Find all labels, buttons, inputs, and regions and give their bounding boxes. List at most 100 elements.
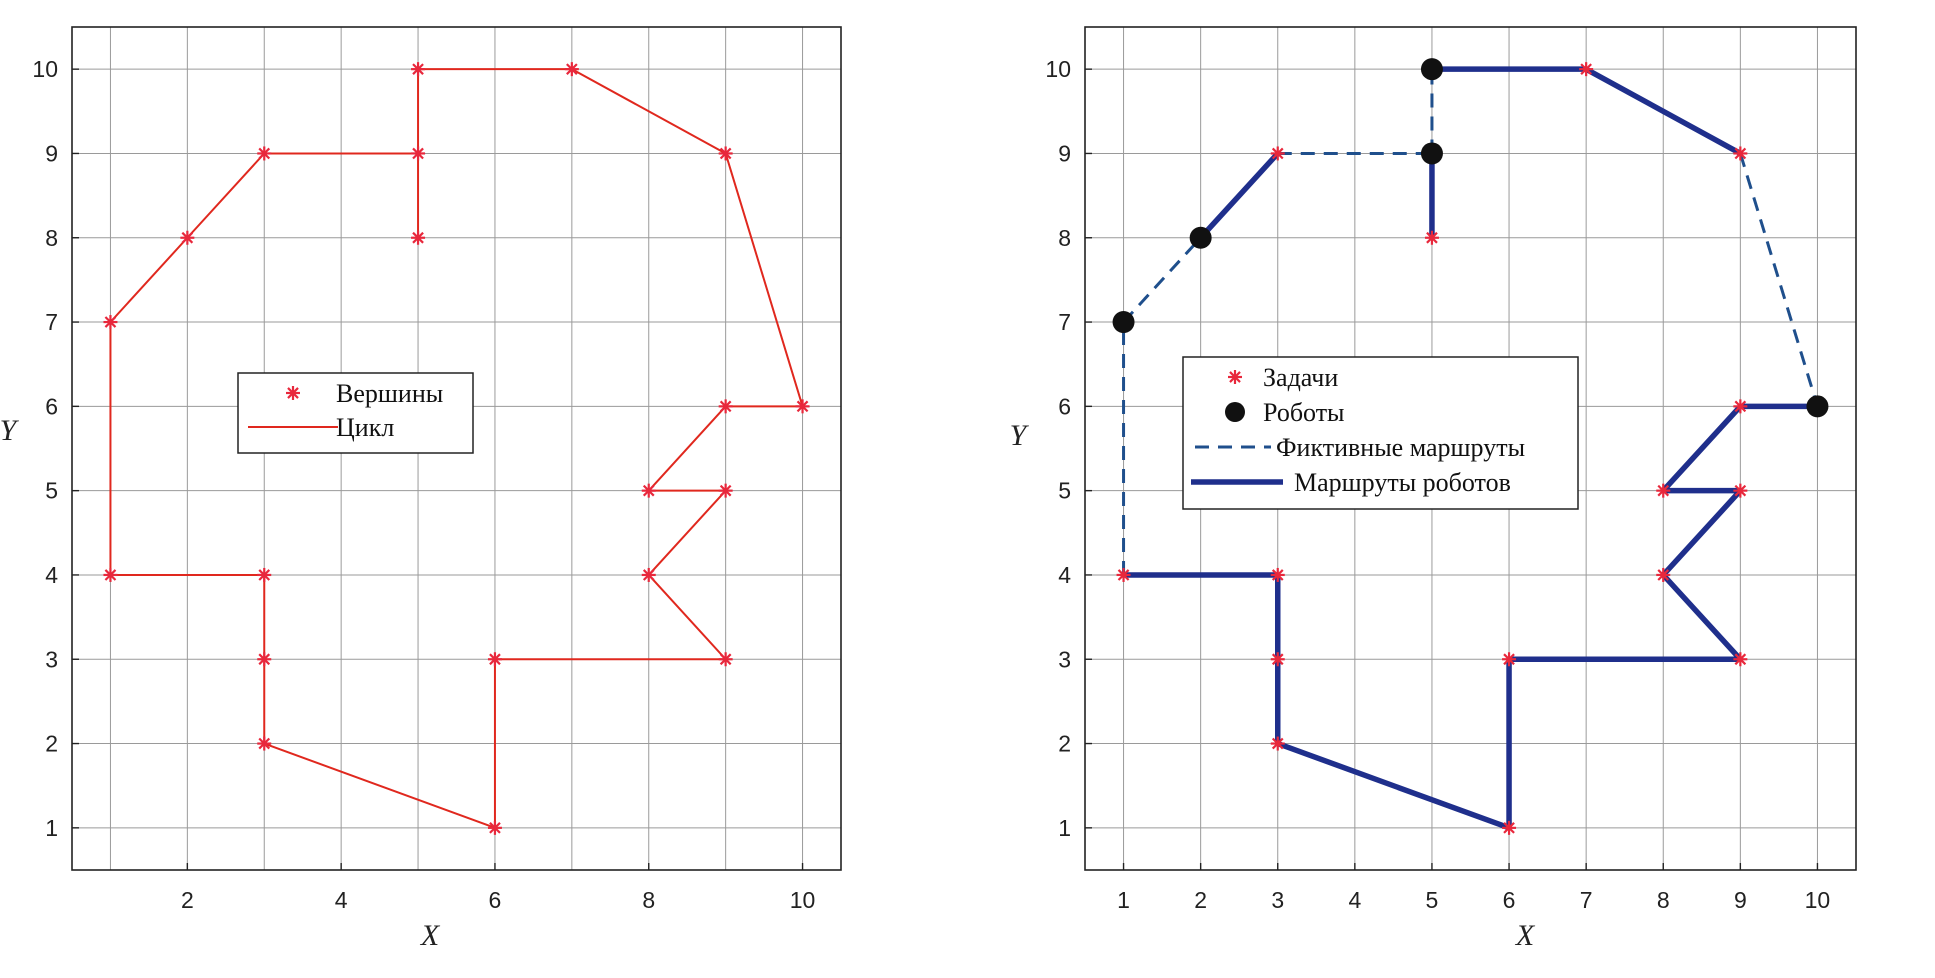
robot-marker: [1189, 226, 1212, 249]
x-tick-label: 7: [1580, 887, 1593, 913]
vertex-marker: [718, 399, 733, 414]
x-tick-label: 2: [181, 887, 194, 913]
x-tick-label: 4: [1348, 887, 1361, 913]
y-tick-label: 3: [1058, 646, 1071, 672]
y-axis-label: Y: [0, 414, 20, 447]
vertex-marker: [487, 652, 502, 667]
y-axis-label: Y: [1010, 419, 1030, 452]
vertex-marker: [411, 62, 426, 77]
vertex-marker: [257, 146, 272, 161]
marker-stroke: [412, 231, 424, 244]
marker-stroke: [1580, 63, 1592, 75]
chart-right: 1 2 3 4 5 6 7 8 9 10 1 2 3 4 5 6 7 8 9 10 X Y Задачи Роботы Фикт…: [1010, 26, 1857, 952]
vertex-marker: [103, 567, 118, 582]
x-tick-label: 8: [1657, 887, 1670, 913]
marker-stroke: [642, 484, 655, 497]
marker-stroke: [181, 231, 194, 244]
vertex-marker: [564, 62, 579, 77]
x-tick-label: 10: [790, 887, 816, 913]
x-axis-label: X: [420, 919, 441, 952]
vertex-marker: [718, 483, 733, 498]
marker-stroke: [258, 737, 271, 750]
marker-stroke: [719, 484, 732, 497]
marker-stroke: [1503, 653, 1515, 666]
marker-stroke: [1271, 653, 1284, 666]
vertex-marker: [257, 567, 272, 582]
marker-stroke: [719, 147, 732, 160]
vertex-marker: [1116, 567, 1131, 582]
vertex-marker: [1656, 483, 1671, 498]
marker-stroke: [1734, 400, 1747, 413]
legend: Задачи Роботы Фиктивные маршруты Маршруты р…: [1182, 356, 1579, 510]
vertex-marker: [795, 399, 810, 414]
plot-frame: [1084, 26, 1857, 871]
marker-stroke: [1657, 484, 1670, 497]
marker-stroke: [412, 63, 424, 75]
robot-marker: [1420, 58, 1443, 81]
y-tick-label: 7: [45, 309, 58, 335]
x-axis-label: X: [1515, 919, 1536, 952]
legend-label: Маршруты роботов: [1294, 468, 1511, 497]
y-tick-label: 5: [45, 478, 58, 504]
vertex-marker: [1656, 567, 1671, 582]
legend-box: [237, 372, 474, 454]
x-tick-label: 6: [1503, 887, 1516, 913]
y-tick-label: 9: [45, 140, 58, 166]
x-tick-label: 6: [489, 887, 502, 913]
marker-stroke: [1117, 569, 1130, 581]
legend-label: Цикл: [336, 413, 394, 442]
y-tick-label: 10: [32, 56, 58, 82]
marker-stroke: [1734, 653, 1747, 666]
series-thick-1: [1197, 150, 1281, 241]
x-tick-label: 8: [642, 887, 655, 913]
x-tick-label: 2: [1194, 887, 1207, 913]
marker-stroke: [1657, 569, 1670, 581]
marker-stroke: [258, 569, 271, 581]
legend-label: Вершины: [336, 379, 443, 408]
legend-dot-symbol: [1225, 402, 1245, 422]
y-tick-label: 10: [1045, 56, 1071, 82]
x-tick-label: 4: [335, 887, 348, 913]
marker-stroke: [1229, 371, 1241, 383]
marker-stroke: [489, 822, 501, 834]
vertex-marker: [103, 315, 118, 330]
y-tick-label: 4: [45, 562, 58, 588]
x-tick-label: 9: [1734, 887, 1747, 913]
legend-label: Задачи: [1263, 363, 1338, 392]
marker-stroke: [489, 653, 501, 666]
vertex-marker: [718, 146, 733, 161]
marker-stroke: [1734, 147, 1747, 160]
vertex-marker: [1502, 820, 1517, 835]
y-tick-label: 1: [45, 815, 58, 841]
vertex-marker: [1733, 652, 1748, 667]
y-tick-label: 3: [45, 646, 58, 672]
y-tick-label: 5: [1058, 478, 1071, 504]
vertex-marker: [180, 230, 195, 245]
marker-stroke: [104, 569, 117, 581]
marker-stroke: [258, 147, 271, 160]
marker-stroke: [1271, 737, 1284, 750]
vertex-marker: [1502, 652, 1517, 667]
series-dashed-5: [1122, 236, 1202, 324]
marker-stroke: [1271, 147, 1284, 160]
y-tick-label: 9: [1058, 140, 1071, 166]
legend-label: Роботы: [1263, 398, 1345, 427]
legend-marker-symbol: [1228, 370, 1242, 384]
vertex-marker: [411, 230, 426, 245]
x-tick-label: 5: [1426, 887, 1439, 913]
legend-label: Фиктивные маршруты: [1276, 433, 1525, 462]
y-tick-label: 8: [45, 225, 58, 251]
legend: Вершины Цикл: [237, 372, 474, 454]
vertex-marker: [1270, 146, 1285, 161]
y-tick-label: 6: [45, 393, 58, 419]
y-tick-label: 2: [45, 731, 58, 757]
vertex-marker: [641, 483, 656, 498]
marker-stroke: [642, 569, 655, 581]
series-line-0: [109, 68, 804, 829]
vertex-marker: [1270, 652, 1285, 667]
vertex-marker: [257, 652, 272, 667]
vertex-marker: [1733, 399, 1748, 414]
vertex-marker: [257, 736, 272, 751]
series-thick-4: [1120, 403, 1821, 831]
vertex-marker: [1270, 736, 1285, 751]
